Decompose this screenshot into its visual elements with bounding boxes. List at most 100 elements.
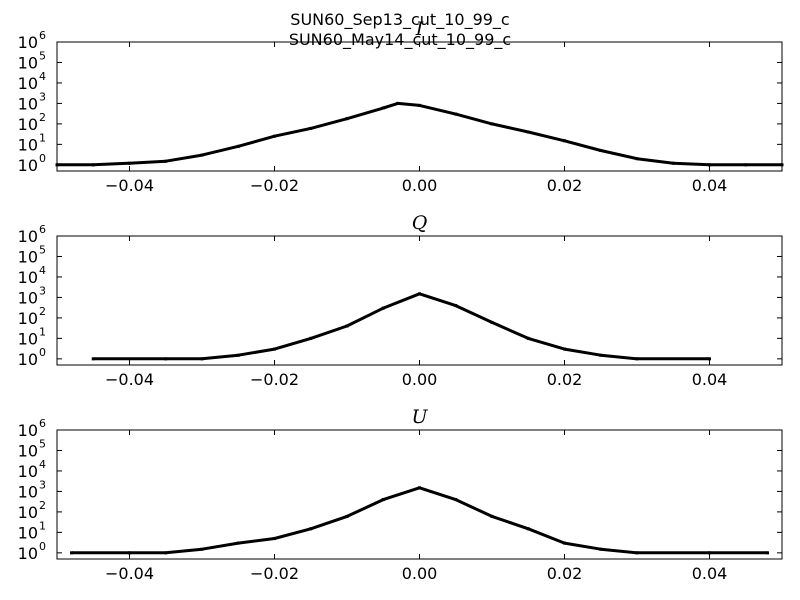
data-point [273,537,276,541]
data-point [164,357,168,361]
series-line [71,486,768,555]
y-tick-exponent: 0 [39,540,46,553]
y-tick-label: 10 [18,350,38,369]
y-tick-exponent: 1 [39,519,46,532]
plot-frame [56,235,783,366]
y-tick-exponent: 2 [39,111,46,124]
data-point [381,106,385,110]
series-line [93,292,710,361]
data-point [309,126,313,130]
y-tick-exponent: 5 [39,437,46,450]
data-point [490,320,494,324]
y-tick-exponent: 5 [39,49,46,62]
data-point [780,163,784,167]
plot-frame [56,429,783,560]
y-tick-exponent: 2 [39,499,46,512]
data-point [671,161,675,165]
y-tick-exponent: 1 [39,325,46,338]
y-tick-label: 10 [18,227,38,246]
data-point [55,163,59,167]
y-tick-exponent: 4 [39,458,46,471]
y-tick-label: 10 [18,523,38,542]
data-point [418,486,421,490]
data-point [381,498,385,502]
data-point [526,130,530,134]
x-tick-label: 0.04 [692,176,728,195]
y-tick-label: 10 [18,156,38,175]
data-point [128,551,131,555]
x-tick-label: 0.00 [402,564,438,583]
y-tick-label: 10 [18,135,38,154]
data-point [91,357,95,361]
y-tick-label: 10 [18,441,38,460]
data-point [599,353,603,357]
data-point [635,357,639,361]
data-point [309,527,313,531]
y-tick-exponent: 1 [39,131,46,144]
y-tick-label: 10 [18,94,38,113]
data-point [708,163,711,167]
x-tick-label: −0.02 [250,564,299,583]
data-point [273,134,276,138]
series-line [57,101,782,167]
y-tick-exponent: 4 [39,264,46,277]
x-tick-label: −0.04 [105,564,154,583]
data-point [70,551,73,555]
y-tick-label: 10 [18,33,38,52]
x-tick-label: −0.02 [250,370,299,389]
data-point [381,306,385,310]
y-tick-label: 10 [18,503,38,522]
data-point [708,357,711,361]
y-tick-exponent: 3 [39,90,46,103]
data-point [396,101,400,105]
data-point [454,498,458,502]
y-tick-exponent: 5 [39,243,46,256]
y-tick-label: 10 [18,74,38,93]
data-point [490,122,494,126]
figure-title-line-2: SUN60_May14_cut_10_99_c [289,30,511,50]
y-tick-label: 10 [18,544,38,563]
data-point [526,527,530,531]
data-point [454,304,458,308]
data-point [200,547,204,551]
panel-label: Q [412,212,428,234]
panel-label: U [411,406,428,428]
y-tick-exponent: 6 [39,29,46,42]
data-point [418,103,421,107]
x-tick-label: 0.02 [547,370,583,389]
data-point [164,159,168,163]
data-point [91,163,95,167]
y-tick-label: 10 [18,482,38,501]
data-point [454,112,458,116]
y-tick-exponent: 3 [39,478,46,491]
y-tick-label: 10 [18,115,38,134]
x-tick-label: 0.02 [547,564,583,583]
data-point [563,347,566,351]
data-point [563,139,566,143]
data-point [200,357,204,361]
x-tick-label: 0.00 [402,370,438,389]
data-point [345,514,349,518]
y-tick-label: 10 [18,462,38,481]
x-tick-label: 0.04 [692,564,728,583]
x-tick-label: 0.00 [402,176,438,195]
data-point [708,551,711,555]
x-tick-label: −0.04 [105,370,154,389]
y-tick-exponent: 0 [39,152,46,165]
y-tick-exponent: 4 [39,70,46,83]
y-tick-label: 10 [18,329,38,348]
y-tick-label: 10 [18,288,38,307]
data-point [236,144,240,148]
data-point [345,324,349,328]
y-tick-exponent: 6 [39,417,46,430]
data-point [635,551,639,555]
y-tick-exponent: 2 [39,305,46,318]
data-point [418,292,421,296]
y-tick-label: 10 [18,309,38,328]
y-tick-label: 10 [18,53,38,72]
y-tick-label: 10 [18,268,38,287]
panel-label: I [415,18,424,40]
data-point [128,161,131,165]
data-point [526,336,530,340]
